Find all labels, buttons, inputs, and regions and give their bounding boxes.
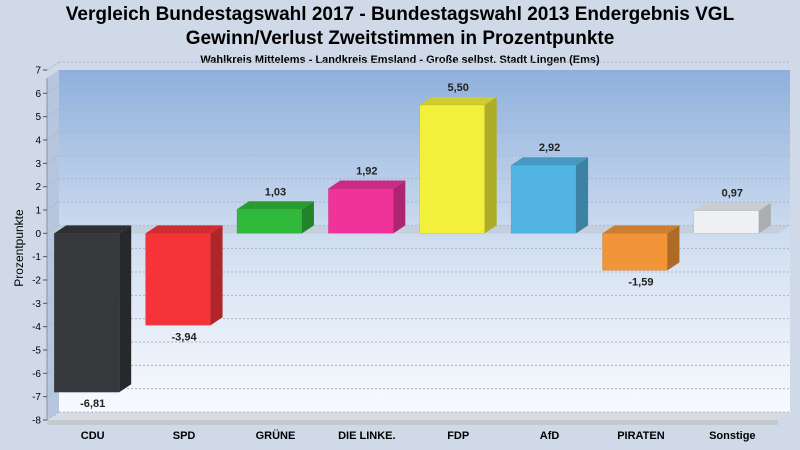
zero-plane [47,225,790,234]
bar-side [484,97,497,234]
y-tick-label: -5 [32,346,41,357]
y-tick-label: 0 [35,229,41,240]
x-category-label: CDU [81,430,105,442]
bar-afd [510,157,589,234]
plot-floor-edge [47,420,778,425]
x-category-label: Sonstige [709,430,755,442]
y-tick-label: -4 [32,322,41,333]
data-label: -6,81 [80,398,105,410]
gridline-side [46,411,60,421]
bar-front [602,233,668,271]
bar-top [511,157,589,166]
data-label: 2,92 [539,142,560,154]
data-label: -1,59 [628,276,653,288]
bar-piraten [602,225,680,271]
y-tick-label: 1 [35,206,41,217]
gridline-side [46,61,60,71]
bar-die-linke- [328,180,406,234]
bar-sonstige [693,202,771,234]
bar-spd [145,225,223,326]
x-category-label: FDP [447,430,469,442]
bar-side [576,157,589,234]
data-label: 5,50 [447,82,468,94]
bar-side [301,201,314,234]
chart-title-line2: Gewinn/Verlust Zweitstimmen in Prozentpu… [185,28,615,49]
bar-front [145,233,211,326]
bar-side [210,225,223,326]
y-tick-label: 2 [35,182,41,193]
bar-front [419,104,485,234]
bar-top [236,201,314,210]
gridline-side [46,201,60,211]
bar-grüne [236,201,314,234]
x-category-label: GRÜNE [256,429,296,442]
bar-front [510,164,577,234]
data-label: 0,97 [722,188,743,200]
chart-title: Vergleich Bundestagswahl 2017 - Bundesta… [65,4,735,25]
data-label: 1,03 [265,186,286,198]
data-label: -3,94 [172,331,198,343]
bar-top [693,202,771,211]
bar-front [328,188,394,234]
x-category-label: DIE LINKE. [338,430,395,442]
bar-top [419,97,497,105]
y-tick-label: -1 [32,252,41,263]
gridline-side [46,131,60,141]
y-tick-label: 4 [35,136,41,147]
y-tick-label: -3 [32,299,41,310]
bar-top [328,180,406,189]
y-tick-label: 3 [35,159,41,170]
bar-front [693,210,760,234]
y-tick-label: -7 [32,392,41,403]
bar-top [54,225,132,234]
gridline-side [46,224,60,234]
gridline-side [46,154,60,164]
bar-cdu [53,225,132,393]
plot-floor [47,412,790,420]
chart-subtitle: Wahlkreis Mittelems - Landkreis Emsland … [200,54,600,66]
bar-side [119,225,132,393]
gridline-side [46,108,60,118]
bar-side [667,225,680,271]
y-tick-label: 7 [35,66,41,77]
bar-top [145,225,223,234]
x-category-label: AfD [540,430,560,442]
bar-fdp [419,97,497,234]
bar-front [53,233,120,393]
data-label: 1,92 [356,166,377,178]
x-category-label: SPD [173,430,196,442]
gridline-side [46,178,60,188]
y-tick-label: 6 [35,89,41,100]
y-tick-label: -8 [32,416,41,427]
bar-side [393,180,406,234]
bar-top [602,225,680,234]
y-tick-label: 5 [35,112,41,123]
y-tick-label: -2 [32,276,41,287]
gridline-side [46,84,60,94]
bar-side [758,202,771,234]
bar-front [236,209,303,234]
y-tick-label: -6 [32,369,41,380]
x-category-label: PIRATEN [617,430,665,442]
